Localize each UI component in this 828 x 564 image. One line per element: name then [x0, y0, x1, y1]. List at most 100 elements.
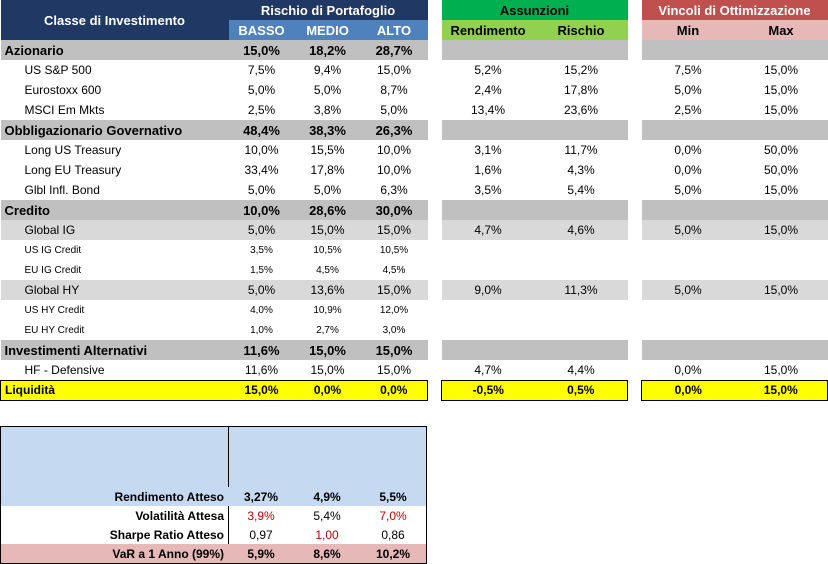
max-col-header: Max: [734, 20, 828, 40]
risk-col-header: Rischio: [534, 20, 628, 40]
weight-medio: 28,6%: [309, 202, 346, 218]
constraint-min: 5,0%: [674, 283, 702, 297]
summary-table: Rendimento Atteso 3,27% 4,9% 5,5% Volatilità…: [1, 487, 426, 563]
table-row: [442, 240, 628, 260]
constraint-max: [735, 120, 828, 140]
constraint-max: 15,0%: [763, 83, 799, 97]
weight-medio: 5,0%: [313, 183, 342, 197]
expected-risk: [535, 340, 628, 360]
constraint-max: [735, 320, 828, 340]
weight-basso: 11,6%: [244, 362, 279, 377]
summary-divider: [228, 427, 229, 563]
weight-alto: 10,5%: [379, 244, 409, 256]
table-row: 2,4% 17,8%: [442, 80, 628, 100]
weight-medio: 18,2%: [309, 42, 346, 58]
table-row: Long US Treasury 10,0% 15,5% 10,0%: [1, 140, 428, 160]
constraint-max: [735, 300, 828, 320]
weight-alto: 3,0%: [382, 324, 406, 336]
weight-medio: 3,8%: [313, 103, 342, 117]
expected-return: 4,7%: [474, 362, 502, 377]
weight-medio: 13,6%: [310, 283, 345, 297]
weight-alto: 15,0%: [376, 283, 412, 297]
constraint-max: [735, 200, 828, 220]
table-row: 5,0% 15,0%: [642, 80, 828, 100]
summary-label: Volatilità Attesa: [135, 508, 224, 523]
constraint-min: 7,5%: [674, 63, 702, 77]
constraint-min: 5,0%: [674, 183, 702, 197]
table-row: [441, 40, 628, 60]
expected-return: 2,4%: [474, 83, 502, 97]
constraint-max: [735, 40, 828, 60]
constraint-max: [735, 340, 828, 360]
table-row: 0,0% 50,0%: [642, 140, 828, 160]
summary-alto: 0,86: [381, 527, 405, 542]
risk-level-alto: ALTO: [360, 20, 428, 40]
expected-risk: 4,6%: [567, 223, 595, 237]
table-row: Investimenti Alternativi 11,6% 15,0% 15,0%: [0, 340, 428, 360]
constraint-min: 0,0%: [674, 163, 702, 177]
table-row: [441, 120, 628, 140]
weight-medio: 4,5%: [316, 264, 339, 276]
table-row: US IG Credit 3,5% 10,5% 10,5%: [1, 240, 428, 260]
summary-row: Sharpe Ratio Atteso 0,97 1,00 0,86: [1, 525, 426, 544]
constraint-min: 0,0%: [674, 143, 702, 157]
constraint-max: 15,0%: [763, 283, 799, 297]
constraint-min: [642, 300, 735, 320]
asset-name: MSCI Em Mkts: [24, 103, 105, 117]
min-col-header: Min: [641, 20, 735, 40]
expected-return: [442, 200, 535, 220]
weight-medio: 38,3%: [309, 122, 346, 138]
asset-name: US IG Credit: [24, 244, 82, 256]
expected-risk: 11,7%: [564, 143, 598, 157]
weight-alto: 15,0%: [376, 63, 412, 77]
constraint-min: 0,0%: [641, 379, 735, 401]
table-row: Glbl Infl. Bond 5,0% 5,0% 6,3%: [1, 180, 428, 200]
table-row: [641, 40, 828, 60]
table-row: 0,0% 15,0%: [641, 379, 828, 401]
weight-basso: 3,5%: [250, 244, 273, 256]
expected-return: [442, 120, 535, 140]
expected-return: [442, 320, 535, 340]
expected-return: -0,5%: [441, 379, 535, 401]
table-row: -0,5% 0,5%: [441, 379, 628, 401]
weight-medio: 5,0%: [313, 83, 342, 97]
constraint-max: [735, 240, 828, 260]
constraint-max: 15,0%: [763, 183, 799, 197]
risk-level-medio: MEDIO: [294, 20, 361, 40]
expected-return: 9,0%: [474, 283, 502, 297]
expected-risk: 15,2%: [563, 63, 599, 77]
weight-basso: 7,5%: [247, 63, 276, 77]
expected-risk: [535, 40, 628, 60]
weight-alto: 10,0%: [376, 143, 412, 157]
table-row: HF - Defensive 11,6% 15,0% 15,0%: [1, 360, 428, 380]
asset-name: Obbligazionario Governativo: [4, 122, 183, 138]
weight-alto: 15,0%: [375, 342, 413, 358]
weight-alto: 0,0%: [360, 379, 428, 401]
weight-basso: 5,0%: [247, 83, 276, 97]
weight-alto: 30,0%: [375, 202, 413, 218]
summary-medio: 4,9%: [313, 489, 341, 504]
asset-name: EU IG Credit: [24, 264, 82, 276]
summary-blue-band: [1, 427, 426, 487]
weight-alto: 6,3%: [380, 183, 408, 197]
constraint-min: [642, 40, 735, 60]
portfolio-table: Classe di Investimento Rischio di Portaf…: [0, 0, 428, 401]
table-row: 7,5% 15,0%: [642, 60, 828, 80]
table-row: [642, 260, 828, 280]
summary-row: Rendimento Atteso 3,27% 4,9% 5,5%: [1, 487, 426, 506]
summary-basso: 3,27%: [243, 489, 279, 504]
constraint-max: 15,0%: [763, 223, 799, 237]
constraint-max: 15,0%: [763, 103, 799, 117]
expected-risk: 23,6%: [563, 103, 599, 117]
asset-name: US S&P 500: [24, 63, 92, 77]
table-row: [642, 320, 828, 340]
table-row: 3,5% 5,4%: [442, 180, 628, 200]
weight-alto: 28,7%: [375, 42, 413, 58]
expected-return: 1,6%: [474, 163, 502, 177]
asset-name: Eurostoxx 600: [24, 83, 102, 97]
asset-name: Investimenti Alternativi: [4, 342, 148, 358]
table-row: 9,0% 11,3%: [441, 280, 628, 300]
table-row: MSCI Em Mkts 2,5% 3,8% 5,0%: [1, 100, 428, 120]
constraint-max: 50,0%: [763, 163, 799, 177]
constraint-max: 15,0%: [763, 63, 799, 77]
